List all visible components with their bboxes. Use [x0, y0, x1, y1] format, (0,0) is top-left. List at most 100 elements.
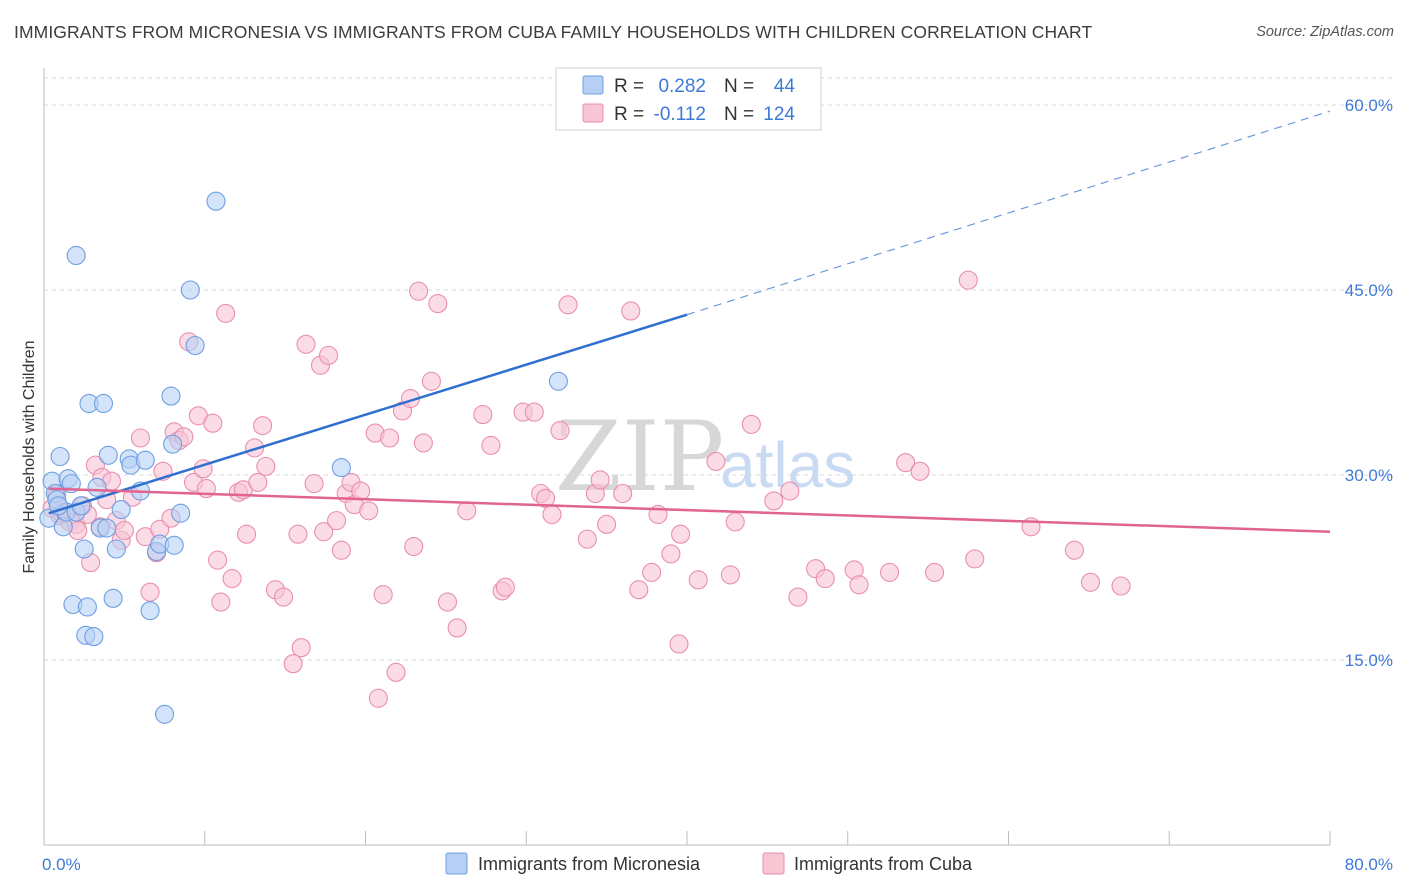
series-cuba-points: [42, 270, 1131, 708]
data-point: [93, 393, 114, 414]
x-tick-label-min: 0.0%: [42, 855, 81, 874]
data-point: [849, 575, 869, 595]
data-point: [180, 280, 200, 300]
bottom-legend-label-micronesia: Immigrants from Micronesia: [478, 854, 701, 874]
bottom-legend-label-cuba: Immigrants from Cuba: [794, 854, 973, 874]
chart-source: Source: ZipAtlas.com: [1256, 24, 1394, 40]
data-point: [236, 524, 257, 544]
data-point: [50, 446, 70, 467]
y-tick-label: 60.0%: [1345, 96, 1393, 115]
data-point: [925, 562, 945, 582]
bottom-legend-swatch-cuba: [762, 852, 785, 875]
data-point: [87, 477, 107, 497]
data-point: [481, 435, 501, 455]
data-point: [495, 577, 515, 597]
trend-line-micronesia-extension: [686, 110, 1331, 316]
watermark-zip: ZIP: [555, 401, 724, 513]
legend-n-value-cuba: 124: [763, 104, 795, 125]
data-point: [77, 597, 97, 617]
legend-swatch-micronesia: [582, 75, 604, 95]
data-point: [273, 587, 294, 607]
data-point: [725, 512, 745, 532]
data-point: [421, 371, 441, 391]
data-point: [910, 461, 930, 481]
data-point: [164, 535, 184, 555]
data-point: [524, 402, 544, 422]
data-point: [621, 301, 641, 321]
data-point: [661, 544, 681, 564]
data-point: [613, 483, 633, 504]
data-point: [106, 539, 126, 559]
data-point: [304, 474, 324, 494]
data-point: [283, 654, 303, 674]
data-point: [720, 565, 740, 585]
data-point: [359, 501, 379, 521]
data-point: [318, 345, 339, 365]
chart-title: IMMIGRANTS FROM MICRONESIA VS IMMIGRANTS…: [14, 22, 1093, 42]
data-point: [428, 294, 448, 314]
data-point: [74, 539, 94, 559]
data-point: [114, 520, 134, 541]
grid-lines: [44, 77, 1393, 661]
data-point: [171, 503, 191, 523]
data-point: [413, 433, 433, 453]
legend-n-label-cuba: N =: [724, 104, 754, 125]
data-point: [256, 456, 276, 476]
series-legend: Immigrants from Micronesia Immigrants fr…: [445, 852, 973, 875]
data-point: [135, 450, 155, 470]
data-point: [1080, 572, 1101, 592]
data-point: [447, 618, 467, 638]
series-micronesia-points: [39, 191, 568, 724]
data-point: [1064, 540, 1084, 560]
data-point: [879, 562, 900, 582]
data-point: [208, 550, 228, 570]
legend-r-value-cuba: -0.112: [654, 104, 706, 125]
x-tick-label-max: 80.0%: [1345, 855, 1393, 874]
data-point: [642, 562, 662, 582]
y-tick-labels: 15.0% 30.0% 45.0% 60.0%: [1345, 96, 1393, 670]
data-point: [351, 481, 371, 501]
data-point: [764, 491, 784, 511]
data-point: [248, 472, 268, 492]
data-point: [741, 414, 761, 434]
y-tick-label: 45.0%: [1345, 281, 1393, 300]
data-point: [542, 504, 562, 525]
data-point: [103, 588, 123, 608]
data-point: [548, 371, 568, 391]
legend-n-label-micronesia: N =: [724, 76, 754, 97]
data-point: [373, 585, 393, 605]
legend-n-value-micronesia: 44: [774, 76, 796, 97]
data-point: [780, 481, 800, 501]
data-point: [896, 453, 916, 473]
x-ticks: [43, 831, 1331, 845]
y-tick-label: 15.0%: [1345, 651, 1393, 670]
data-point: [669, 634, 689, 654]
data-point: [577, 529, 597, 549]
data-point: [161, 386, 181, 406]
data-point: [815, 569, 835, 589]
data-point: [140, 601, 160, 621]
data-point: [457, 501, 477, 521]
trend-line-micronesia: [48, 313, 688, 515]
data-point: [558, 295, 578, 315]
data-point: [291, 638, 311, 658]
data-point: [965, 549, 985, 569]
data-point: [788, 587, 808, 607]
data-point: [473, 405, 493, 425]
data-point: [203, 413, 223, 433]
legend-r-label-micronesia: R =: [614, 76, 644, 97]
data-point: [245, 438, 265, 458]
data-point: [629, 580, 649, 600]
data-point: [368, 688, 388, 708]
data-point: [590, 470, 610, 490]
data-point: [404, 536, 424, 557]
data-point: [130, 428, 150, 448]
data-point: [253, 416, 273, 436]
trend-line-cuba: [48, 487, 1331, 533]
legend-r-value-micronesia: 0.282: [658, 76, 706, 97]
data-point: [222, 569, 242, 589]
bottom-legend-swatch-micronesia: [445, 852, 468, 875]
trend-lines: [48, 110, 1331, 533]
y-tick-label: 30.0%: [1345, 466, 1393, 485]
